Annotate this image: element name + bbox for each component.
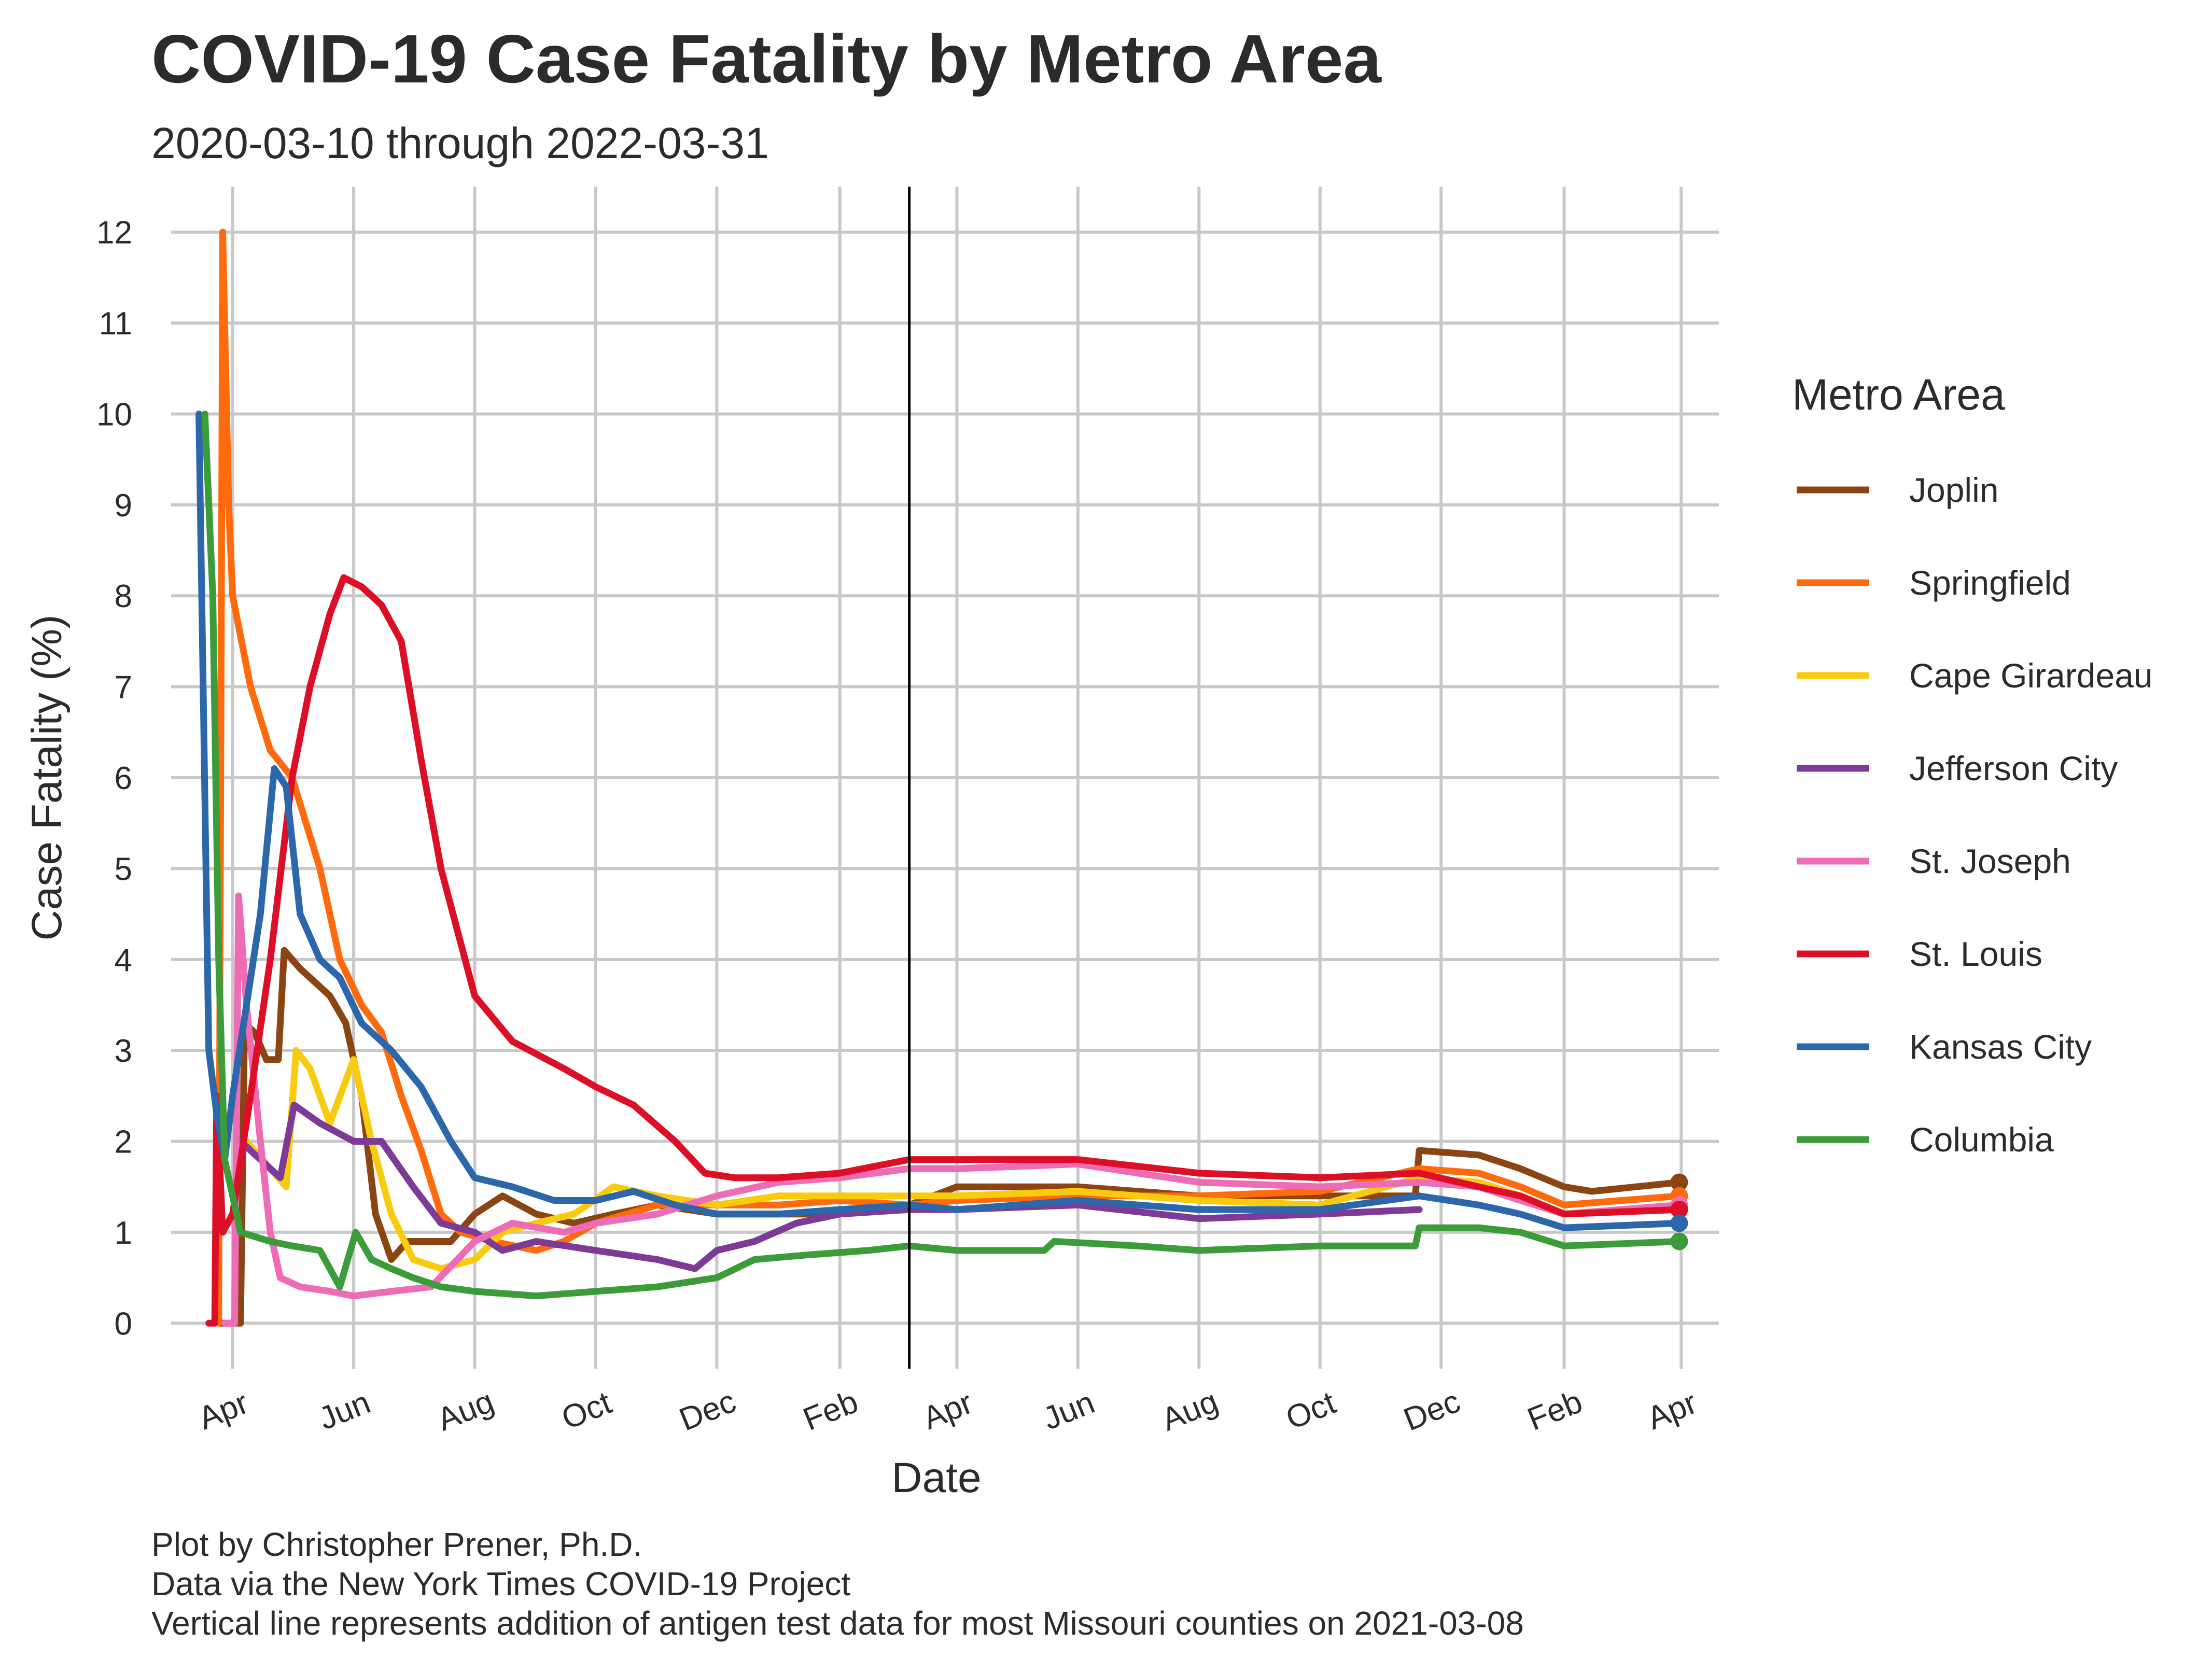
series-line-st-louis: [205, 574, 1683, 1327]
x-tick-label: Jun: [314, 1384, 375, 1437]
legend-label-cape-girardeau: Cape Girardeau: [1909, 656, 2153, 695]
y-tick-label: 9: [115, 488, 132, 524]
series-line-springfield: [215, 229, 1683, 1327]
legend-label-joplin: Joplin: [1909, 471, 1998, 509]
legend-label-st-joseph: St. Joseph: [1909, 842, 2071, 880]
caption-note: Vertical line represents addition of ant…: [151, 1605, 1524, 1642]
legend-label-columbia: Columbia: [1909, 1120, 2054, 1159]
x-tick-label: Aug: [432, 1383, 499, 1438]
series-line-kansas-city: [195, 411, 1683, 1231]
y-tick-label: 1: [115, 1215, 132, 1251]
y-tick-label: 4: [115, 943, 132, 978]
x-tick-label: Apr: [1642, 1385, 1702, 1437]
x-tick-label: Oct: [557, 1385, 617, 1437]
legend-label-kansas-city: Kansas City: [1909, 1028, 2092, 1066]
caption-source: Data via the New York Times COVID-19 Pro…: [151, 1565, 851, 1602]
legend-label-jefferson-city: Jefferson City: [1909, 749, 2118, 788]
x-tick-label: Apr: [193, 1385, 253, 1437]
series-line-st-joseph: [221, 892, 1683, 1327]
y-tick-label: 7: [115, 670, 132, 706]
x-tick-label: Jun: [1038, 1384, 1100, 1437]
y-tick-label: 3: [115, 1033, 132, 1069]
series-layer: [195, 229, 1688, 1327]
x-tick-label: Dec: [1399, 1383, 1465, 1438]
y-tick-label: 2: [115, 1124, 132, 1160]
endpoint-columbia: [1670, 1232, 1688, 1250]
y-axis-label: Case Fatality (%): [23, 615, 71, 941]
x-tick-label: Oct: [1281, 1385, 1340, 1437]
legend: Joplin Springfield Cape Girardeau Jefferson…: [1797, 471, 2153, 1159]
x-tick-label: Feb: [799, 1384, 863, 1438]
grid-layer: [171, 187, 1719, 1369]
legend-label-st-louis: St. Louis: [1909, 935, 2042, 973]
x-tick-labels: Apr Jun Aug Oct Dec Feb Apr Jun Aug Oct Dec Feb Apr: [193, 1383, 1702, 1438]
x-axis-label: Date: [891, 1454, 981, 1501]
y-tick-label: 10: [96, 397, 132, 432]
x-tick-label: Feb: [1522, 1384, 1587, 1438]
chart-subtitle: 2020-03-10 through 2022-03-31: [151, 119, 769, 167]
y-tick-label: 8: [115, 579, 132, 614]
x-tick-label: Apr: [918, 1385, 977, 1437]
y-tick-label: 11: [99, 306, 132, 342]
endpoint-kansas-city: [1670, 1214, 1688, 1232]
series-line-columbia: [201, 411, 1683, 1300]
x-tick-label: Dec: [675, 1383, 741, 1438]
y-tick-label: 5: [115, 851, 132, 887]
y-tick-label: 6: [115, 761, 132, 796]
x-tick-label: Aug: [1157, 1383, 1223, 1438]
endpoint-st-louis: [1670, 1201, 1688, 1219]
legend-title: Metro Area: [1792, 370, 2005, 419]
chart-title: COVID-19 Case Fatality by Metro Area: [151, 21, 1381, 97]
legend-label-springfield: Springfield: [1909, 564, 2071, 602]
y-tick-label: 12: [96, 215, 132, 251]
y-tick-label: 0: [115, 1306, 132, 1342]
endpoint-joplin: [1670, 1173, 1688, 1191]
caption-author: Plot by Christopher Prener, Ph.D.: [151, 1526, 642, 1563]
